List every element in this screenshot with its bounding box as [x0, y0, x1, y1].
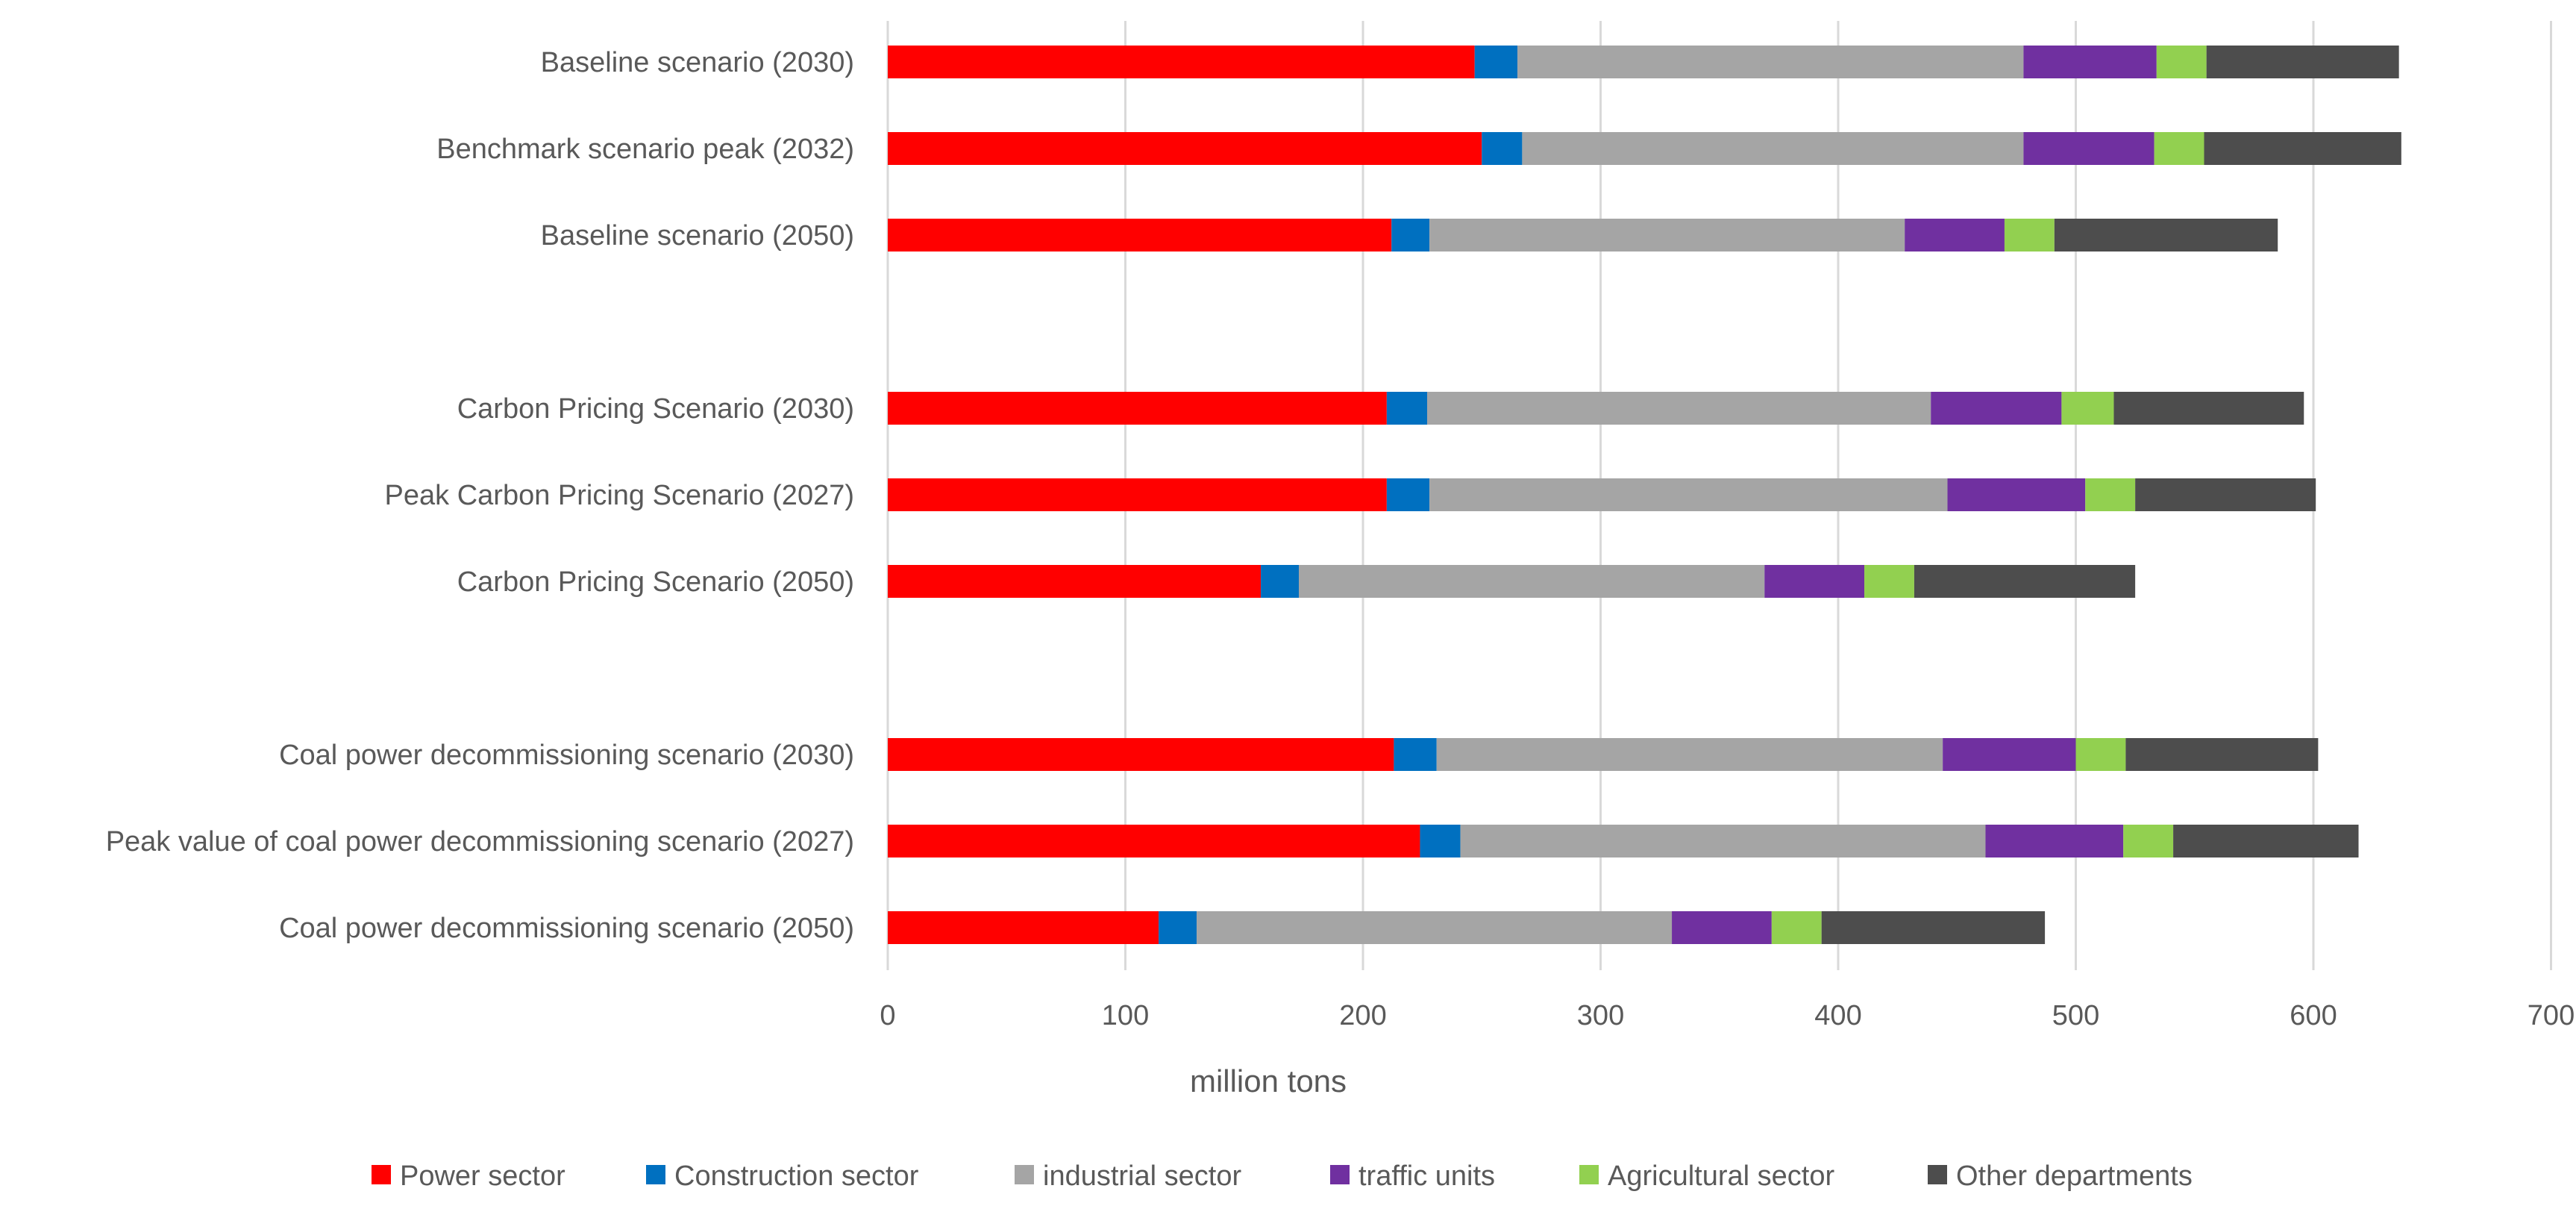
- bar-segment-industrial-sector: [1436, 738, 1943, 771]
- bar-segment-construction-sector: [1386, 478, 1430, 511]
- bar-segment-other-departments: [2206, 46, 2399, 78]
- x-tick-label: 600: [2290, 1000, 2337, 1031]
- bars: [888, 46, 2401, 944]
- bar-segment-construction-sector: [1420, 825, 1461, 857]
- bar-segment-agricultural-sector: [2123, 825, 2174, 857]
- bar-segment-agricultural-sector: [2075, 738, 2126, 771]
- category-label: Baseline scenario (2030): [541, 47, 854, 78]
- x-tick-label: 300: [1577, 1000, 1624, 1031]
- bar-segment-other-departments: [2135, 478, 2316, 511]
- bar-segment-construction-sector: [1394, 738, 1437, 771]
- bar-segment-agricultural-sector: [2154, 132, 2204, 165]
- legend-label: Construction sector: [674, 1160, 919, 1192]
- legend: Power sector Construction sector industria…: [372, 1160, 2193, 1192]
- x-tick-label: 500: [2052, 1000, 2099, 1031]
- bar-segment-traffic-units: [1905, 219, 2005, 252]
- bar-segment-industrial-sector: [1197, 911, 1673, 944]
- bar-segment-construction-sector: [1159, 911, 1197, 944]
- bar-segment-industrial-sector: [1429, 219, 1905, 252]
- category-labels: Baseline scenario (2030) Benchmark scenar…: [106, 47, 854, 944]
- bar-segment-power-sector: [888, 825, 1420, 857]
- bar-segment-construction-sector: [1391, 219, 1430, 252]
- x-tick-label: 100: [1102, 1000, 1149, 1031]
- bar-segment-agricultural-sector: [2156, 46, 2207, 78]
- bar-segment-power-sector: [888, 478, 1387, 511]
- legend-label: industrial sector: [1043, 1160, 1241, 1192]
- bar-segment-power-sector: [888, 219, 1392, 252]
- bar-segment-traffic-units: [1943, 738, 2076, 771]
- bar-segment-agricultural-sector: [1771, 911, 1822, 944]
- bar-segment-other-departments: [2113, 392, 2304, 425]
- bar-segment-traffic-units: [1764, 565, 1865, 598]
- bar-segment-power-sector: [888, 132, 1482, 165]
- bar-segment-agricultural-sector: [2004, 219, 2055, 252]
- bar-segment-agricultural-sector: [2061, 392, 2114, 425]
- bar-segment-power-sector: [888, 738, 1394, 771]
- bar-segment-construction-sector: [1474, 46, 1518, 78]
- legend-swatch: [646, 1165, 665, 1184]
- legend-swatch: [1015, 1165, 1034, 1184]
- legend-swatch: [1928, 1165, 1947, 1184]
- bar-segment-industrial-sector: [1426, 392, 1931, 425]
- bar-segment-industrial-sector: [1429, 478, 1948, 511]
- bar-segment-power-sector: [888, 392, 1387, 425]
- legend-label: Agricultural sector: [1608, 1160, 1834, 1192]
- category-label: Baseline scenario (2050): [541, 220, 854, 252]
- category-label: Peak value of coal power decommissioning…: [106, 826, 854, 857]
- bar-segment-other-departments: [2204, 132, 2401, 165]
- category-label: Carbon Pricing Scenario (2030): [457, 393, 854, 425]
- bar-segment-other-departments: [1914, 565, 2136, 598]
- bar-segment-other-departments: [2054, 219, 2278, 252]
- x-tick-label: 400: [1814, 1000, 1861, 1031]
- bar-segment-power-sector: [888, 46, 1475, 78]
- category-label: Benchmark scenario peak (2032): [436, 134, 854, 165]
- category-label: Carbon Pricing Scenario (2050): [457, 566, 854, 598]
- bar-segment-industrial-sector: [1517, 46, 2024, 78]
- legend-swatch: [1579, 1165, 1599, 1184]
- legend-label: traffic units: [1358, 1160, 1495, 1192]
- bar-segment-construction-sector: [1261, 565, 1300, 598]
- bar-segment-other-departments: [2125, 738, 2319, 771]
- bar-segment-construction-sector: [1386, 392, 1427, 425]
- bar-segment-traffic-units: [2023, 132, 2154, 165]
- bar-segment-industrial-sector: [1522, 132, 2024, 165]
- bar-segment-traffic-units: [1931, 392, 2062, 425]
- legend-label: Power sector: [400, 1160, 565, 1192]
- bar-segment-agricultural-sector: [2085, 478, 2136, 511]
- bar-segment-traffic-units: [1985, 825, 2124, 857]
- bar-segment-other-departments: [1821, 911, 2046, 944]
- bar-segment-power-sector: [888, 911, 1159, 944]
- legend-label: Other departments: [1956, 1160, 2193, 1192]
- x-tick-label: 200: [1339, 1000, 1386, 1031]
- x-axis-title: million tons: [1190, 1063, 1347, 1099]
- category-label: Coal power decommissioning scenario (203…: [279, 740, 854, 771]
- legend-swatch: [372, 1165, 391, 1184]
- x-tick-label: 0: [880, 1000, 895, 1031]
- bar-segment-traffic-units: [2023, 46, 2157, 78]
- category-label: Coal power decommissioning scenario (205…: [279, 913, 854, 944]
- bar-segment-other-departments: [2173, 825, 2359, 857]
- bar-segment-industrial-sector: [1460, 825, 1986, 857]
- bar-segment-industrial-sector: [1299, 565, 1765, 598]
- x-tick-label: 700: [2528, 1000, 2575, 1031]
- bar-segment-traffic-units: [1672, 911, 1772, 944]
- bar-segment-agricultural-sector: [1864, 565, 1914, 598]
- bar-segment-construction-sector: [1482, 132, 1523, 165]
- category-label: Peak Carbon Pricing Scenario (2027): [385, 480, 854, 511]
- x-axis-ticks: 0 100 200 300 400 500 600 700: [880, 1000, 2575, 1031]
- legend-swatch: [1330, 1165, 1350, 1184]
- bar-segment-traffic-units: [1947, 478, 2086, 511]
- bar-segment-power-sector: [888, 565, 1262, 598]
